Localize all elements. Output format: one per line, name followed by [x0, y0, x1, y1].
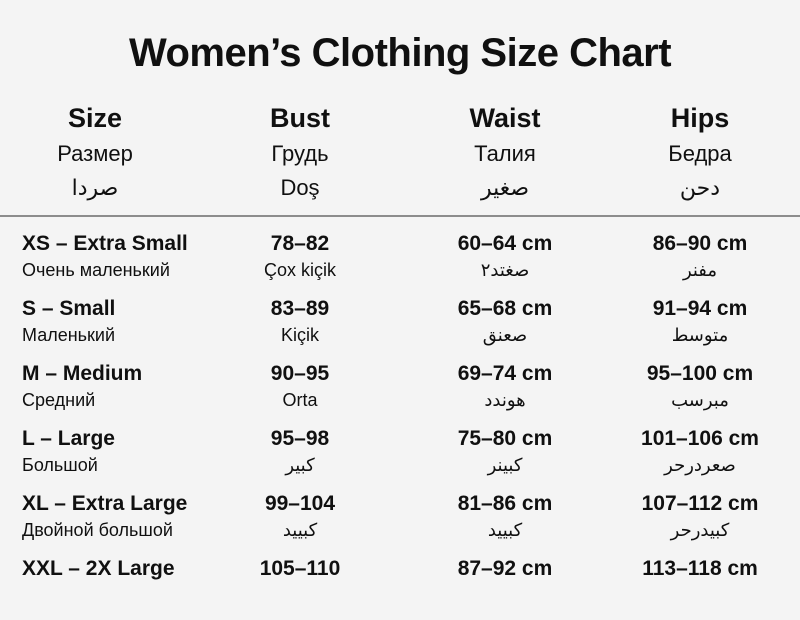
bust-cell: 95–98 كبير — [190, 425, 410, 490]
hips-value: 91–94 cm — [652, 297, 748, 321]
waist-value: 65–68 cm — [457, 297, 553, 321]
hips-cell: 101–106 cm صعردرحر — [600, 425, 800, 490]
hips-value: 107–112 cm — [641, 492, 759, 516]
waist-cell: 87–92 cm — [410, 555, 600, 620]
size-translation: Большой — [22, 454, 98, 475]
size-cell: S – Small Маленький — [0, 295, 190, 360]
size-label: XL – Extra Large — [22, 492, 188, 516]
col-header-hips-ru: Бедра — [668, 141, 732, 167]
bust-translation: كبييد — [282, 519, 318, 540]
hips-value: 113–118 cm — [642, 557, 758, 581]
waist-cell: 69–74 cm هوندد — [410, 360, 600, 425]
col-header-hips-translation: دحن — [679, 174, 721, 200]
col-header-bust: Bust Грудь Doş — [190, 102, 410, 201]
col-header-bust-en: Bust — [270, 103, 330, 133]
waist-value: 81–86 cm — [457, 492, 553, 516]
size-label: XXL – 2X Large — [22, 557, 175, 581]
hips-translation: كبيدرحر — [670, 519, 730, 540]
waist-cell: 60–64 cm صغتد٢ — [410, 230, 600, 295]
size-label: M – Medium — [22, 362, 143, 386]
waist-translation: هوندد — [484, 389, 526, 410]
col-header-hips-en: Hips — [670, 103, 730, 133]
size-cell: XXL – 2X Large — [0, 555, 190, 620]
col-header-waist: Waist Талия صغير — [410, 102, 600, 201]
size-label: XS – Extra Small — [22, 232, 188, 256]
col-header-size-en: Size — [67, 103, 123, 133]
col-header-bust-translation: Doş — [280, 174, 320, 200]
col-header-waist-en: Waist — [469, 103, 541, 133]
bust-translation: كبير — [285, 454, 315, 475]
hips-cell: 107–112 cm كبيدرحر — [600, 490, 800, 555]
col-header-waist-ru: Талия — [474, 141, 536, 167]
table-row: M – Medium Средний 90–95 Orta 69–74 cm ه… — [0, 360, 800, 425]
hips-translation: متوسط — [671, 324, 729, 345]
table-row: XXL – 2X Large 105–110 87–92 cm 113–118 … — [0, 555, 800, 620]
table-row: L – Large Большой 95–98 كبير 75–80 cm كب… — [0, 425, 800, 490]
col-header-bust-ru: Грудь — [271, 141, 329, 167]
hips-cell: 113–118 cm — [600, 555, 800, 620]
bust-value: 95–98 — [270, 427, 330, 451]
bust-cell: 90–95 Orta — [190, 360, 410, 425]
hips-cell: 95–100 cm مبرسب — [600, 360, 800, 425]
waist-translation: صغتد٢ — [480, 259, 530, 280]
waist-translation: كبينر — [487, 454, 523, 475]
size-cell: XL – Extra Large Двойной большой — [0, 490, 190, 555]
bust-value: 83–89 — [270, 297, 330, 321]
size-translation: Двойной большой — [22, 519, 173, 540]
table-row: XS – Extra Small Очень маленький 78–82 Ç… — [0, 230, 800, 295]
size-cell: L – Large Большой — [0, 425, 190, 490]
bust-value: 105–110 — [259, 557, 341, 581]
hips-translation: مفنر — [682, 259, 718, 280]
size-translation: Очень маленький — [22, 259, 170, 280]
hips-translation: مبرسب — [671, 389, 729, 410]
hips-value: 95–100 cm — [646, 362, 754, 386]
bust-translation: Çox kiçik — [263, 259, 336, 280]
size-label: L – Large — [22, 427, 115, 451]
size-label: S – Small — [22, 297, 116, 321]
size-translation: Маленький — [22, 324, 116, 345]
bust-value: 90–95 — [270, 362, 330, 386]
waist-translation: صعنق — [482, 324, 528, 345]
col-header-waist-translation: صغير — [480, 174, 530, 200]
hips-value: 86–90 cm — [652, 232, 748, 256]
col-header-size-translation: صردا — [71, 174, 119, 200]
waist-cell: 75–80 cm كبينر — [410, 425, 600, 490]
hips-value: 101–106 cm — [641, 427, 759, 451]
table-row: XL – Extra Large Двойной большой 99–104 … — [0, 490, 800, 555]
bust-cell: 78–82 Çox kiçik — [190, 230, 410, 295]
table-row: S – Small Маленький 83–89 Kiçik 65–68 cm… — [0, 295, 800, 360]
waist-cell: 81–86 cm كبييد — [410, 490, 600, 555]
size-cell: M – Medium Средний — [0, 360, 190, 425]
page-title: Women’s Clothing Size Chart — [128, 31, 672, 75]
bust-translation: Orta — [282, 389, 318, 410]
waist-translation: كبييد — [487, 519, 523, 540]
waist-value: 75–80 cm — [457, 427, 553, 451]
hips-cell: 86–90 cm مفنر — [600, 230, 800, 295]
waist-value: 87–92 cm — [457, 557, 553, 581]
col-header-size-ru: Размер — [57, 141, 133, 167]
bust-cell: 99–104 كبييد — [190, 490, 410, 555]
header-divider-line — [0, 215, 800, 218]
bust-cell: 83–89 Kiçik — [190, 295, 410, 360]
bust-value: 99–104 — [264, 492, 336, 516]
hips-translation: صعردرحر — [664, 454, 736, 475]
hips-cell: 91–94 cm متوسط — [600, 295, 800, 360]
bust-value: 78–82 — [270, 232, 330, 256]
waist-value: 60–64 cm — [457, 232, 553, 256]
size-translation: Средний — [22, 389, 96, 410]
size-table-body: XS – Extra Small Очень маленький 78–82 Ç… — [0, 230, 800, 620]
col-header-size: Size Размер صردا — [0, 102, 190, 201]
col-header-hips: Hips Бедра دحن — [600, 102, 800, 201]
table-header-row: Size Размер صردا Bust Грудь Doş Waist Та… — [0, 102, 800, 201]
waist-cell: 65–68 cm صعنق — [410, 295, 600, 360]
size-cell: XS – Extra Small Очень маленький — [0, 230, 190, 295]
waist-value: 69–74 cm — [457, 362, 553, 386]
bust-translation: Kiçik — [280, 324, 319, 345]
bust-cell: 105–110 — [190, 555, 410, 620]
